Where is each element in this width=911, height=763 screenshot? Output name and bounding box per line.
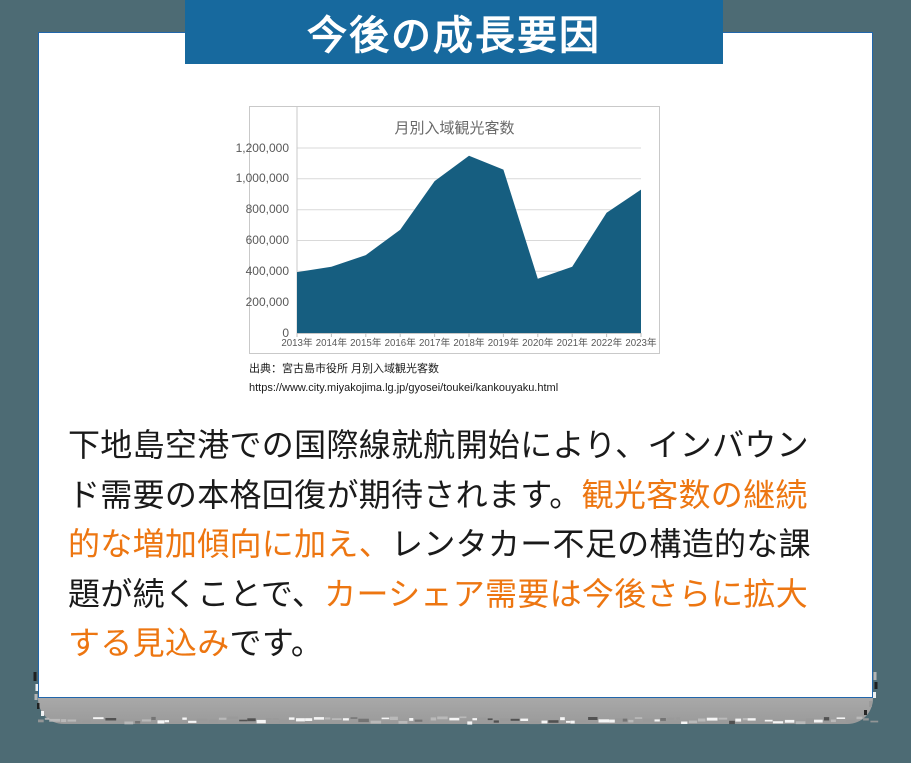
svg-text:2013年: 2013年: [281, 336, 313, 349]
svg-text:2019年: 2019年: [488, 336, 520, 349]
svg-text:2021年: 2021年: [557, 336, 589, 349]
svg-text:2020年: 2020年: [522, 336, 554, 349]
svg-text:400,000: 400,000: [246, 264, 290, 278]
svg-text:1,200,000: 1,200,000: [236, 141, 290, 155]
svg-text:2018年: 2018年: [453, 336, 485, 349]
svg-text:800,000: 800,000: [246, 202, 290, 216]
svg-text:2022年: 2022年: [591, 336, 623, 349]
svg-text:2023年: 2023年: [625, 336, 657, 349]
svg-text:600,000: 600,000: [246, 233, 290, 247]
svg-text:2015年: 2015年: [350, 336, 382, 349]
svg-text:2016年: 2016年: [385, 336, 417, 349]
svg-text:2014年: 2014年: [316, 336, 348, 349]
svg-text:2017年: 2017年: [419, 336, 451, 349]
svg-text:1,000,000: 1,000,000: [236, 171, 290, 185]
svg-text:200,000: 200,000: [246, 295, 290, 309]
